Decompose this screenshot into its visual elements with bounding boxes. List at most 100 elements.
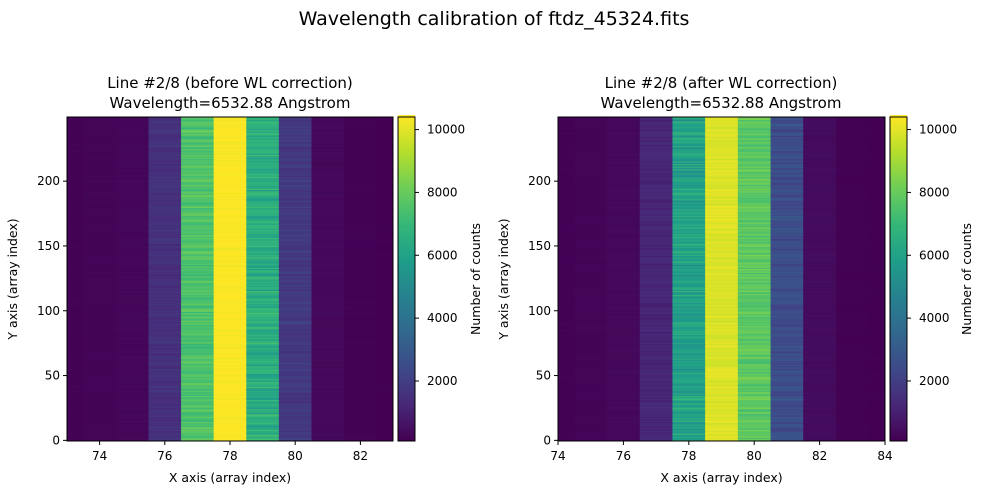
heatmap-cell bbox=[83, 174, 117, 176]
colorbar-segment bbox=[398, 277, 415, 281]
heatmap-cell bbox=[607, 240, 641, 242]
colorbar-segment bbox=[398, 316, 415, 320]
heatmap-cell bbox=[83, 251, 117, 254]
heatmap-cell bbox=[83, 188, 117, 190]
heatmap-cell bbox=[311, 284, 345, 286]
heatmap-cell bbox=[311, 355, 345, 358]
heatmap-cell bbox=[148, 290, 182, 293]
heatmap-cell bbox=[344, 142, 378, 145]
heatmap-cell bbox=[115, 141, 149, 144]
heatmap-cell bbox=[115, 317, 149, 320]
heatmap-cell bbox=[770, 407, 804, 409]
heatmap-cell bbox=[213, 429, 247, 432]
heatmap-cell bbox=[639, 228, 673, 231]
heatmap-cell bbox=[67, 124, 84, 127]
heatmap-cell bbox=[246, 254, 280, 257]
heatmap-cell bbox=[213, 258, 247, 260]
heatmap-cell bbox=[607, 312, 641, 315]
heatmap-cell bbox=[574, 132, 608, 135]
heatmap-cell bbox=[311, 394, 345, 397]
heatmap-cell bbox=[376, 250, 393, 253]
heatmap-cell bbox=[574, 246, 608, 249]
heatmap-cell bbox=[558, 259, 575, 262]
heatmap-cell bbox=[344, 148, 378, 150]
heatmap-cell bbox=[311, 373, 345, 376]
heatmap-cell bbox=[607, 333, 641, 336]
heatmap-cell bbox=[376, 373, 393, 376]
heatmap-cell bbox=[376, 356, 393, 359]
heatmap-cell bbox=[181, 190, 215, 193]
heatmap-cell bbox=[376, 117, 393, 119]
heatmap-cell bbox=[558, 297, 575, 299]
heatmap-cell bbox=[770, 291, 804, 294]
heatmap-cell bbox=[672, 184, 706, 187]
heatmap-cell bbox=[148, 363, 182, 365]
heatmap-cell bbox=[311, 407, 345, 409]
heatmap-cell bbox=[705, 411, 739, 413]
heatmap-cell bbox=[181, 411, 215, 413]
heatmap-cell bbox=[246, 399, 280, 402]
heatmap-cell bbox=[83, 422, 117, 425]
heatmap-cell bbox=[607, 398, 641, 400]
heatmap-cell bbox=[639, 367, 673, 369]
heatmap-cell bbox=[770, 383, 804, 386]
heatmap-cell bbox=[705, 429, 739, 432]
heatmap-cell bbox=[558, 438, 575, 441]
heatmap-cell bbox=[181, 402, 215, 404]
heatmap-cell bbox=[737, 193, 771, 196]
heatmap-cell bbox=[737, 194, 771, 197]
heatmap-cell bbox=[278, 150, 312, 153]
heatmap-cell bbox=[148, 409, 182, 412]
heatmap-cell bbox=[574, 406, 608, 408]
heatmap-cell bbox=[311, 330, 345, 333]
heatmap-cell bbox=[213, 380, 247, 382]
heatmap-cell bbox=[213, 242, 247, 245]
heatmap-cell bbox=[115, 228, 149, 231]
heatmap-cell bbox=[311, 240, 345, 242]
heatmap-cell bbox=[115, 368, 149, 371]
heatmap-cell bbox=[311, 221, 345, 224]
heatmap-cell bbox=[148, 336, 182, 338]
heatmap-cell bbox=[639, 126, 673, 128]
heatmap-cell bbox=[148, 193, 182, 196]
heatmap-cell bbox=[311, 438, 345, 441]
heatmap-cell bbox=[705, 435, 739, 438]
heatmap-cell bbox=[344, 199, 378, 202]
heatmap-cell bbox=[672, 413, 706, 416]
heatmap-cell bbox=[574, 279, 608, 281]
heatmap-cell bbox=[213, 183, 247, 185]
heatmap-cell bbox=[278, 245, 312, 247]
heatmap-cell bbox=[148, 303, 182, 306]
heatmap-cell bbox=[737, 374, 771, 377]
heatmap-cell bbox=[344, 214, 378, 216]
heatmap-cell bbox=[148, 430, 182, 433]
heatmap-cell bbox=[213, 123, 247, 126]
heatmap-cell bbox=[770, 390, 804, 393]
heatmap-cell bbox=[246, 330, 280, 333]
heatmap-cell bbox=[639, 351, 673, 354]
heatmap-cell bbox=[246, 232, 280, 235]
heatmap-cell bbox=[181, 180, 215, 183]
heatmap-cell bbox=[148, 199, 182, 202]
heatmap-cell bbox=[148, 358, 182, 360]
heatmap-cell bbox=[574, 264, 608, 267]
heatmap-cell bbox=[639, 247, 673, 250]
heatmap-cell bbox=[558, 263, 575, 266]
heatmap-cell bbox=[148, 227, 182, 229]
heatmap-cell bbox=[311, 206, 345, 209]
heatmap-cell bbox=[148, 238, 182, 241]
heatmap-cell bbox=[705, 139, 739, 141]
heatmap-cell bbox=[672, 193, 706, 196]
heatmap-cell bbox=[181, 420, 215, 422]
heatmap-cell bbox=[607, 320, 641, 323]
heatmap-cell bbox=[83, 244, 117, 246]
heatmap-cell bbox=[770, 415, 804, 417]
heatmap-cell bbox=[574, 391, 608, 394]
heatmap-cell bbox=[278, 262, 312, 264]
heatmap-cell bbox=[278, 227, 312, 229]
heatmap-cell bbox=[246, 371, 280, 373]
heatmap-cell bbox=[67, 439, 84, 441]
heatmap-cell bbox=[639, 242, 673, 245]
heatmap-cell bbox=[574, 284, 608, 286]
heatmap-cell bbox=[770, 232, 804, 235]
